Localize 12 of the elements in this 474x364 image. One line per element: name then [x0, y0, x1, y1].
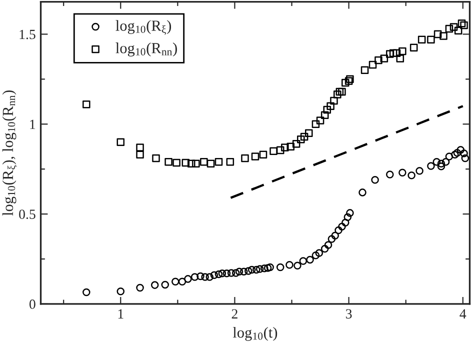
y-tick-label: 1 [30, 120, 36, 129]
y-tick-label: 1.5 [20, 30, 36, 40]
x-axis-title: log$_{10}$(t) [232, 326, 278, 341]
legend-label: log$_{10}$(R$_{nn}$) [116, 42, 177, 56]
legend-label: log$_{10}$(R$_{ξ}$) [116, 20, 172, 35]
text: log$_{10}$(R$_{ξ}$), log$_{10}$(R$_{nn}$) [2, 90, 17, 216]
y-tick-label: 0.5 [19, 210, 36, 220]
x-tick-label: 2 [232, 309, 238, 318]
y-tick-label: 0 [29, 300, 36, 309]
x-tick-label: 4 [460, 309, 466, 318]
x-tick-label: 1 [118, 309, 124, 318]
x-tick-label: 3 [346, 309, 352, 319]
